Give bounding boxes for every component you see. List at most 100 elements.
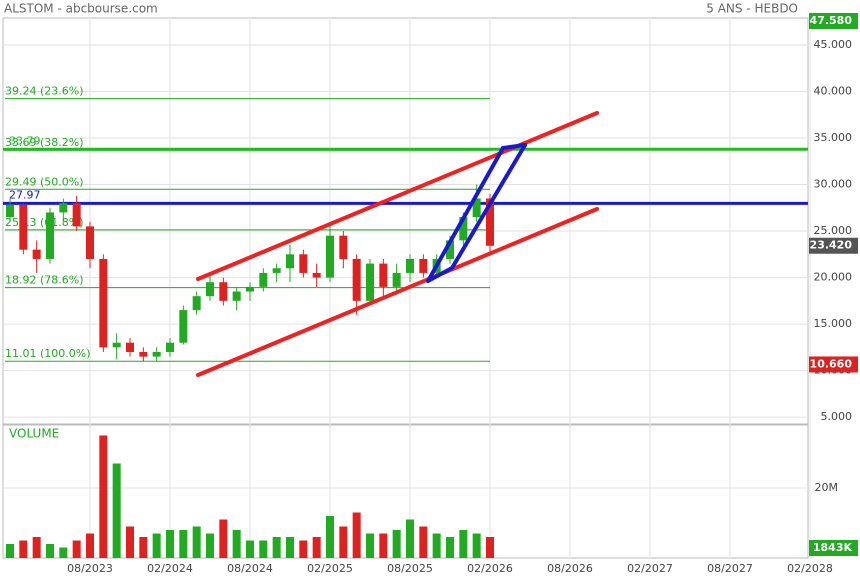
volume-bar <box>339 526 348 558</box>
price-marker-label: 23.420 <box>810 239 853 252</box>
candle-body <box>352 258 361 301</box>
header-period: 5 ANS - HEBDO <box>706 2 798 16</box>
candle-body <box>19 204 28 250</box>
x-tick-label: 02/2025 <box>307 562 353 575</box>
x-tick-label: 02/2024 <box>147 562 193 575</box>
x-tick-label: 08/2023 <box>67 562 113 575</box>
candle-body <box>179 310 188 343</box>
volume-bar <box>392 530 401 558</box>
x-tick-label: 02/2026 <box>467 562 513 575</box>
fib-label: 25.13 (61.8%) <box>5 216 84 229</box>
volume-bar <box>419 526 428 558</box>
volume-bar <box>446 537 454 558</box>
volume-bar <box>219 519 228 558</box>
steep-channel-base <box>426 266 454 283</box>
volume-tick-label: 20M <box>815 481 839 494</box>
price-marker-label: 10.660 <box>810 357 853 370</box>
y-tick-label: 25.000 <box>814 224 853 237</box>
price-panel <box>2 17 809 425</box>
volume-bar <box>432 533 441 558</box>
header-title: ALSTOM - abcbourse.com <box>4 2 158 16</box>
candle-body <box>446 240 454 259</box>
fib-label: 29.49 (50.0%) <box>5 175 84 188</box>
candle-body <box>232 291 241 301</box>
candle-body <box>419 258 428 273</box>
y-tick-label: 15.000 <box>814 317 853 330</box>
candle-body <box>139 351 148 357</box>
volume-bar <box>472 533 481 558</box>
x-tick-label: 08/2024 <box>227 562 273 575</box>
volume-bar <box>299 540 308 558</box>
fib-label: 18.92 (78.6%) <box>5 274 84 287</box>
x-tick-label: 02/2027 <box>627 562 673 575</box>
candle-body <box>72 203 81 227</box>
y-tick-label: 45.000 <box>814 38 853 51</box>
candle-body <box>339 235 348 259</box>
candle-body <box>326 235 334 278</box>
candle-body <box>286 254 294 269</box>
level-label: 27.97 <box>9 188 41 201</box>
candle-body <box>472 198 481 218</box>
channel-lower <box>196 207 599 377</box>
steep-channel-right <box>450 143 527 270</box>
candle-body <box>46 212 54 259</box>
candle-body <box>379 263 388 287</box>
volume-bar <box>232 530 241 558</box>
y-tick-label: 35.000 <box>814 131 853 144</box>
volume-bar <box>86 533 94 558</box>
volume-bar <box>112 463 121 558</box>
candle-body <box>59 203 68 213</box>
x-tick-label: 08/2025 <box>387 562 433 575</box>
price-marker-label: 47.580 <box>810 14 853 27</box>
candle-body <box>86 226 94 259</box>
volume-bar <box>459 530 468 558</box>
volume-bar <box>99 435 108 558</box>
candle-body <box>366 263 374 301</box>
x-tick-label: 08/2026 <box>547 562 593 575</box>
fib-label: 33.69 (38.2%) <box>5 136 84 149</box>
volume-bar <box>59 547 68 558</box>
price-marker-box <box>809 237 858 254</box>
volume-bar <box>272 537 281 558</box>
x-tick-label: 02/2028 <box>787 562 833 575</box>
volume-bar <box>32 537 41 558</box>
candle-body <box>299 254 308 273</box>
steep-channel-left <box>426 146 505 283</box>
volume-bar <box>379 533 388 558</box>
volume-bar <box>366 533 374 558</box>
y-tick-label: 5.000 <box>821 410 853 423</box>
candle-body <box>459 217 468 241</box>
volume-bar <box>259 540 268 558</box>
candle-body <box>486 198 494 246</box>
channel-upper <box>196 111 599 281</box>
volume-bar <box>139 537 148 558</box>
candle-body <box>152 351 161 357</box>
level-label: 33.79 <box>9 134 41 147</box>
y-tick-label: 40.000 <box>814 84 853 97</box>
candle-body <box>206 282 214 297</box>
volume-bar <box>406 519 414 558</box>
price-marker-box <box>809 12 858 29</box>
candle-body <box>6 204 14 218</box>
volume-bar <box>46 544 54 558</box>
candle-body <box>192 296 201 311</box>
price-marker-box <box>809 356 858 373</box>
volume-bar <box>179 530 188 558</box>
volume-panel <box>2 424 809 559</box>
candle-body <box>259 272 268 287</box>
x-tick-label: 08/2027 <box>707 562 753 575</box>
volume-bar <box>126 526 134 558</box>
volume-marker-label: 1843K <box>813 541 853 554</box>
candle-body <box>312 272 321 278</box>
volume-bar <box>486 537 494 558</box>
candle-body <box>166 342 174 352</box>
steep-channel-top <box>501 143 527 150</box>
volume-label: VOLUME <box>9 427 59 441</box>
volume-bar <box>192 526 201 558</box>
candle-body <box>126 342 134 352</box>
volume-bar <box>326 516 334 558</box>
fib-label: 11.01 (100.0%) <box>5 347 91 360</box>
candle-body <box>406 258 414 273</box>
y-tick-label: 20.000 <box>814 271 853 284</box>
